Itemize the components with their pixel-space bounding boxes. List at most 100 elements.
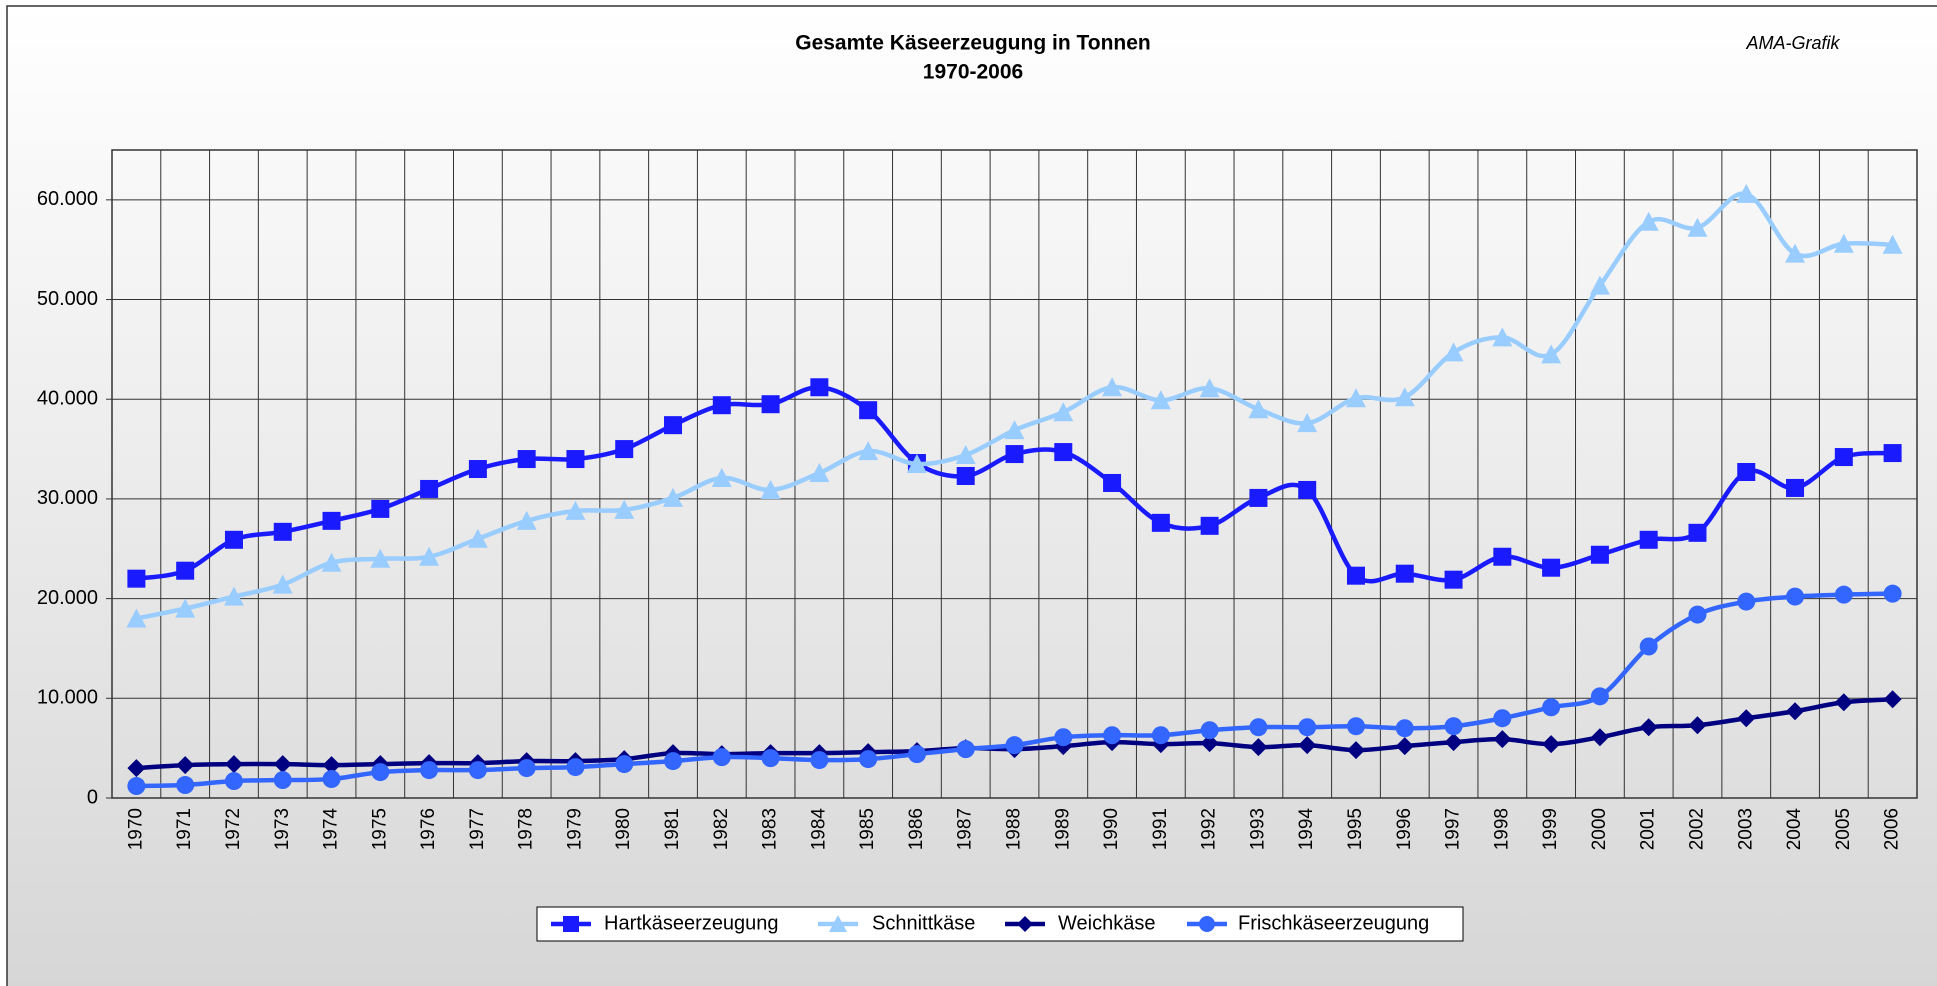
marker <box>272 574 293 594</box>
marker <box>956 466 975 485</box>
marker <box>614 499 635 519</box>
marker <box>1346 717 1365 736</box>
y-tick-label: 20.000 <box>37 587 98 609</box>
x-tick-label: 1988 <box>1004 808 1025 850</box>
marker <box>1883 584 1902 603</box>
x-tick-label: 1984 <box>808 808 829 851</box>
marker <box>224 772 243 791</box>
x-tick-label: 1970 <box>125 808 146 850</box>
x-tick-label: 1972 <box>223 808 244 850</box>
marker <box>1103 726 1122 745</box>
marker <box>273 771 292 790</box>
marker <box>127 569 146 588</box>
marker <box>859 401 878 420</box>
marker <box>1054 443 1073 462</box>
x-tick-label: 1987 <box>955 808 976 850</box>
marker <box>1638 211 1659 231</box>
marker <box>809 463 830 483</box>
annotation: AMA-Grafik <box>1745 33 1840 53</box>
marker <box>1786 587 1805 606</box>
marker <box>1737 709 1756 728</box>
marker <box>1542 558 1561 577</box>
x-tick-label: 1985 <box>857 808 878 850</box>
x-tick-label: 1997 <box>1443 808 1464 850</box>
marker <box>1688 716 1707 735</box>
marker <box>1005 445 1024 464</box>
marker <box>1298 718 1317 737</box>
marker <box>1590 545 1609 564</box>
y-tick-label: 40.000 <box>37 388 98 410</box>
x-tick-label: 1998 <box>1491 808 1512 850</box>
marker <box>1541 344 1562 364</box>
marker <box>127 759 146 778</box>
marker <box>1590 728 1609 747</box>
x-tick-label: 1973 <box>272 808 293 850</box>
marker <box>829 915 847 932</box>
marker <box>175 598 196 618</box>
marker <box>1785 243 1806 263</box>
marker <box>1151 726 1170 745</box>
marker <box>223 586 244 606</box>
marker <box>1346 741 1365 760</box>
marker <box>664 752 683 771</box>
marker <box>1688 523 1707 542</box>
marker <box>1150 390 1171 410</box>
x-tick-label: 1975 <box>369 808 390 850</box>
legend-label: Weichkäse <box>1058 912 1155 934</box>
marker <box>1493 547 1512 566</box>
marker <box>371 499 390 518</box>
marker <box>1493 709 1512 728</box>
marker <box>615 755 634 774</box>
marker <box>1443 342 1464 362</box>
marker <box>1688 605 1707 624</box>
marker <box>859 750 878 769</box>
marker <box>712 396 731 415</box>
marker <box>126 608 147 628</box>
marker <box>321 552 342 572</box>
marker <box>1883 690 1902 709</box>
x-tick-label: 1978 <box>516 808 537 850</box>
x-tick-label: 1986 <box>906 808 927 850</box>
marker <box>1639 637 1658 656</box>
x-tick-label: 1979 <box>564 808 585 850</box>
marker <box>1395 737 1414 756</box>
marker <box>419 546 440 566</box>
marker <box>176 776 195 795</box>
marker <box>858 441 879 461</box>
x-tick-label: 1983 <box>760 808 781 850</box>
marker <box>1542 698 1561 717</box>
marker <box>1200 734 1219 753</box>
marker <box>1395 564 1414 583</box>
marker <box>810 378 829 397</box>
x-tick-label: 2003 <box>1735 808 1756 850</box>
marker <box>810 751 829 770</box>
x-tick-label: 1993 <box>1247 808 1268 850</box>
marker <box>1639 530 1658 549</box>
legend-label: Schnittkäse <box>872 912 975 934</box>
marker <box>663 487 684 507</box>
marker <box>1199 916 1215 932</box>
marker <box>565 500 586 520</box>
chart-title: Gesamte Käseerzeugung in Tonnen <box>795 32 1151 55</box>
marker <box>664 416 683 435</box>
x-tick-label: 1982 <box>711 808 732 850</box>
marker <box>1395 719 1414 738</box>
marker <box>224 755 243 774</box>
marker <box>468 761 487 780</box>
marker <box>1833 233 1854 253</box>
marker <box>1737 592 1756 611</box>
marker <box>956 740 975 759</box>
background <box>6 5 1937 986</box>
marker <box>1736 183 1757 203</box>
x-tick-label: 1999 <box>1540 808 1561 850</box>
marker <box>1298 480 1317 499</box>
marker <box>955 445 976 465</box>
marker <box>1883 444 1902 463</box>
x-tick-label: 2001 <box>1638 808 1659 850</box>
legend-box <box>536 906 1464 942</box>
marker <box>1687 217 1708 237</box>
marker <box>322 511 341 530</box>
marker <box>566 450 585 469</box>
x-tick-label: 1992 <box>1199 808 1220 850</box>
